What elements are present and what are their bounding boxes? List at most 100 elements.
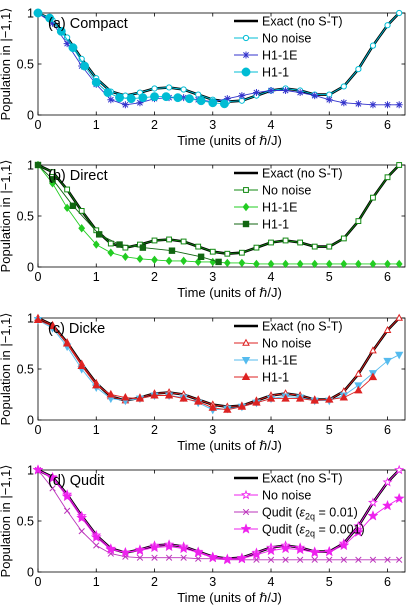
x-tick-label: 6: [384, 270, 391, 284]
data-point: [90, 531, 102, 542]
legend: Exact (no S-T) No noise H1-1E H1-1: [234, 167, 343, 232]
data-point: [223, 95, 231, 103]
data-point: [395, 101, 403, 109]
data-point: [384, 259, 391, 269]
x-tick-label: 0: [35, 575, 42, 589]
x-tick-label: 5: [326, 423, 333, 437]
data-point: [161, 92, 171, 102]
legend-marker: [241, 372, 251, 380]
legend-label: Exact (no S-T): [262, 320, 343, 334]
y-tick-label: 1: [27, 158, 34, 172]
data-point: [34, 161, 42, 169]
data-point: [311, 243, 318, 250]
x-tick-label: 6: [384, 575, 391, 589]
x-tick-label: 3: [209, 118, 216, 132]
data-point: [92, 240, 100, 249]
data-point: [355, 66, 362, 73]
data-point: [382, 499, 394, 511]
data-point: [107, 248, 115, 257]
legend: Exact (no S-T) No noise H1-1E H1-1: [234, 15, 343, 80]
data-point: [139, 244, 147, 251]
series-3: [34, 161, 222, 266]
x-tick-label: 1: [93, 270, 100, 284]
data-point: [116, 241, 123, 248]
panel-title: (c) Dicke: [48, 321, 105, 337]
y-tick-label: 0.5: [17, 57, 34, 71]
data-point: [325, 395, 334, 403]
data-point: [80, 61, 90, 71]
chart-panel-3: Population in |−1,1⟩ 0 1 2 3 4 5 6 0 0.5 1 Time (un…: [0, 311, 406, 453]
data-point: [221, 553, 233, 565]
data-point: [369, 346, 377, 354]
panel-title: (d) Qudit: [48, 473, 104, 489]
y-axis-label: Population in |−1,1⟩: [0, 465, 13, 578]
data-point: [107, 240, 114, 247]
legend-label: No noise: [262, 489, 311, 503]
legend-marker: [242, 51, 250, 59]
x-tick-label: 3: [209, 270, 216, 284]
data-point: [180, 94, 188, 102]
data-point: [323, 545, 335, 557]
data-point: [354, 369, 363, 377]
data-point: [340, 259, 348, 269]
data-point: [151, 554, 158, 561]
legend-label: H1-1: [262, 66, 289, 80]
data-point: [295, 393, 305, 402]
data-point: [395, 313, 404, 321]
data-point: [368, 372, 378, 381]
x-tick-label: 1: [93, 423, 100, 437]
data-point: [282, 237, 289, 244]
x-tick-label: 4: [268, 118, 275, 132]
data-point: [384, 101, 392, 109]
legend-marker: [242, 508, 250, 516]
data-point: [369, 259, 377, 269]
data-point: [103, 88, 113, 98]
data-point: [250, 548, 262, 560]
data-point: [280, 542, 292, 554]
data-point: [49, 19, 57, 27]
data-point: [355, 218, 362, 224]
data-point: [121, 392, 130, 401]
x-tick-label: 4: [268, 575, 275, 589]
data-point: [394, 351, 404, 360]
x-tick-label: 2: [151, 118, 158, 132]
y-tick-label: 1: [27, 463, 34, 477]
data-point: [138, 93, 148, 103]
data-point: [326, 556, 333, 563]
y-tick-label: 0.5: [17, 514, 34, 528]
data-point: [209, 248, 216, 255]
x-tick-label: 2: [151, 270, 158, 284]
data-point: [325, 259, 333, 269]
legend-label: H1-1: [262, 371, 289, 385]
data-point: [297, 239, 304, 246]
x-tick-label: 2: [151, 575, 158, 589]
data-point: [63, 507, 71, 514]
legend-label: Qudit (ε2q = 0.01): [262, 506, 358, 522]
data-point: [237, 402, 247, 410]
chart-panel-2: Population in |−1,1⟩ 0 1 2 3 4 5 6 0 0.5 1 Time (un…: [0, 158, 406, 300]
data-point: [48, 321, 57, 330]
legend-marker: [241, 357, 251, 365]
data-point: [238, 249, 245, 256]
x-tick-label: 1: [93, 575, 100, 589]
data-point: [62, 338, 72, 347]
legend-marker: [240, 523, 252, 534]
data-point: [107, 96, 115, 104]
legend-marker: [243, 187, 249, 193]
data-point: [253, 244, 260, 251]
series-3: [33, 8, 229, 109]
data-point: [150, 390, 159, 399]
data-point: [135, 393, 145, 402]
data-point: [296, 556, 304, 563]
data-point: [340, 556, 347, 563]
legend-marker: [241, 489, 251, 500]
x-tick-label: 5: [326, 118, 333, 132]
y-tick-label: 0: [27, 565, 34, 579]
data-point: [238, 92, 246, 100]
data-point: [93, 542, 100, 549]
legend-label: No noise: [262, 184, 311, 198]
data-point: [105, 543, 117, 555]
legend-marker: [242, 202, 250, 212]
data-point: [136, 99, 144, 107]
